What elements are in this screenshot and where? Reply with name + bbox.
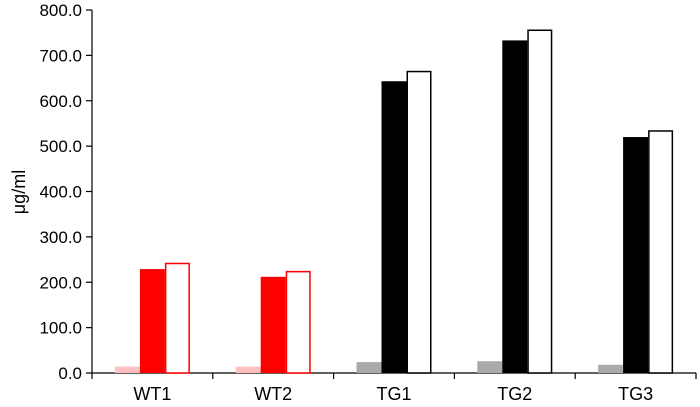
y-tick-label: 0.0 <box>58 364 82 383</box>
y-tick-label: 200.0 <box>39 273 82 292</box>
y-tick-label: 300.0 <box>39 228 82 247</box>
y-tick-label: 100.0 <box>39 319 82 338</box>
bar-tg1-s1 <box>356 362 382 373</box>
bar-tg2-s2 <box>502 40 528 374</box>
labels: 0.0 100.0 200.0 300.0 400.0 500.0 600.0 700.0 80… <box>39 1 653 404</box>
bar-tg2-s3 <box>527 29 553 374</box>
y-tick-label: 500.0 <box>39 137 82 156</box>
x-category-label: TG3 <box>618 384 653 404</box>
y-tick-label: 600.0 <box>39 92 82 111</box>
bar-tg2-s1 <box>477 361 503 373</box>
bar-tg3-s3 <box>648 130 674 374</box>
y-axis-title: μg/ml <box>9 170 29 214</box>
bar-wt1-s3 <box>164 262 190 374</box>
bar-wt1-s2 <box>139 269 165 373</box>
y-tick-label: 400.0 <box>39 183 82 202</box>
x-category-label: WT2 <box>254 384 292 404</box>
y-tick-label: 700.0 <box>39 46 82 65</box>
bar-tg1-s2 <box>381 81 407 374</box>
x-category-label: TG2 <box>497 384 532 404</box>
x-category-label: WT1 <box>133 384 171 404</box>
bars <box>114 29 674 374</box>
bar-tg3-s2 <box>623 137 649 373</box>
bar-wt2-s1 <box>235 366 261 373</box>
x-category-label: TG1 <box>376 384 411 404</box>
bar-wt1-s1 <box>114 366 140 373</box>
bar-tg3-s1 <box>598 364 624 373</box>
bar-wt2-s2 <box>260 276 286 373</box>
y-tick-label: 800.0 <box>39 1 82 20</box>
axes <box>86 9 697 379</box>
bar-tg1-s3 <box>406 70 432 374</box>
bar-wt2-s3 <box>285 270 311 374</box>
